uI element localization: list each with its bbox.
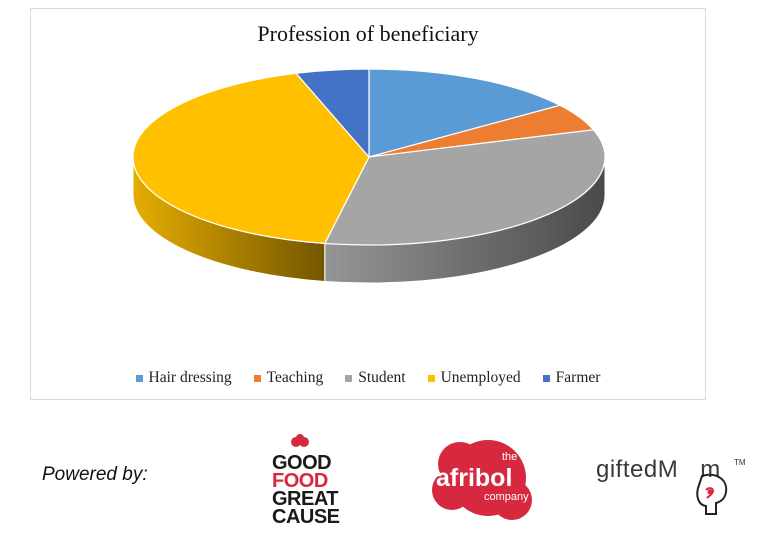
giftedmom-tm: TM bbox=[734, 458, 746, 467]
legend-label: Teaching bbox=[266, 369, 324, 386]
legend-swatch bbox=[345, 374, 353, 382]
gfgc-word-good: GOOD bbox=[272, 452, 332, 474]
legend-item-teaching: Teaching bbox=[253, 369, 324, 387]
legend-item-farmer: Farmer bbox=[542, 369, 601, 387]
pie-slice-student bbox=[323, 129, 606, 246]
legend-swatch bbox=[427, 374, 435, 382]
legend-item-student: Student bbox=[345, 369, 406, 387]
good-food-great-cause-logo: GOOD FOOD GREAT CAUSE bbox=[272, 434, 340, 532]
afribol-the-text: the bbox=[502, 451, 517, 463]
legend-swatch bbox=[542, 374, 550, 382]
afribol-company-text: company bbox=[484, 491, 529, 503]
legend-item-unemployed: Unemployed bbox=[427, 369, 521, 387]
legend: Hair dressing Teaching Student Unemployed Fa… bbox=[31, 369, 705, 387]
gfgc-word-cause: CAUSE bbox=[272, 506, 340, 528]
legend-label: Unemployed bbox=[440, 369, 521, 386]
legend-item-hair-dressing: Hair dressing bbox=[135, 369, 232, 387]
pie-slice-hair-dressing bbox=[368, 68, 562, 158]
powered-by-label: Powered by: bbox=[42, 464, 148, 485]
afribol-main-text: afribol bbox=[436, 464, 512, 492]
legend-label: Student bbox=[358, 369, 406, 386]
chart-frame: Profession of beneficiary Hair dressing T… bbox=[30, 8, 706, 400]
pie-slice-farmer bbox=[294, 68, 370, 159]
gm-prefix: gifted bbox=[596, 456, 658, 483]
gfgc-word-food: FOOD bbox=[272, 470, 328, 492]
heart-cluster-icon bbox=[291, 434, 309, 447]
gfgc-word-great: GREAT bbox=[272, 488, 339, 510]
legend-label: Farmer bbox=[555, 369, 601, 386]
legend-swatch bbox=[253, 374, 261, 382]
legend-swatch bbox=[135, 374, 143, 382]
pie-chart bbox=[132, 68, 606, 284]
gm-m: M bbox=[657, 456, 679, 483]
giftedmom-logo: giftedM m TM bbox=[596, 456, 746, 526]
chart-title: Profession of beneficiary bbox=[257, 21, 479, 46]
legend-label: Hair dressing bbox=[148, 369, 232, 386]
afribol-logo: the afribol company bbox=[426, 434, 540, 524]
pie-slice-unemployed bbox=[132, 72, 370, 245]
mother-profile-icon bbox=[696, 473, 728, 515]
afribol-cloud-icon: the afribol company bbox=[432, 440, 532, 520]
